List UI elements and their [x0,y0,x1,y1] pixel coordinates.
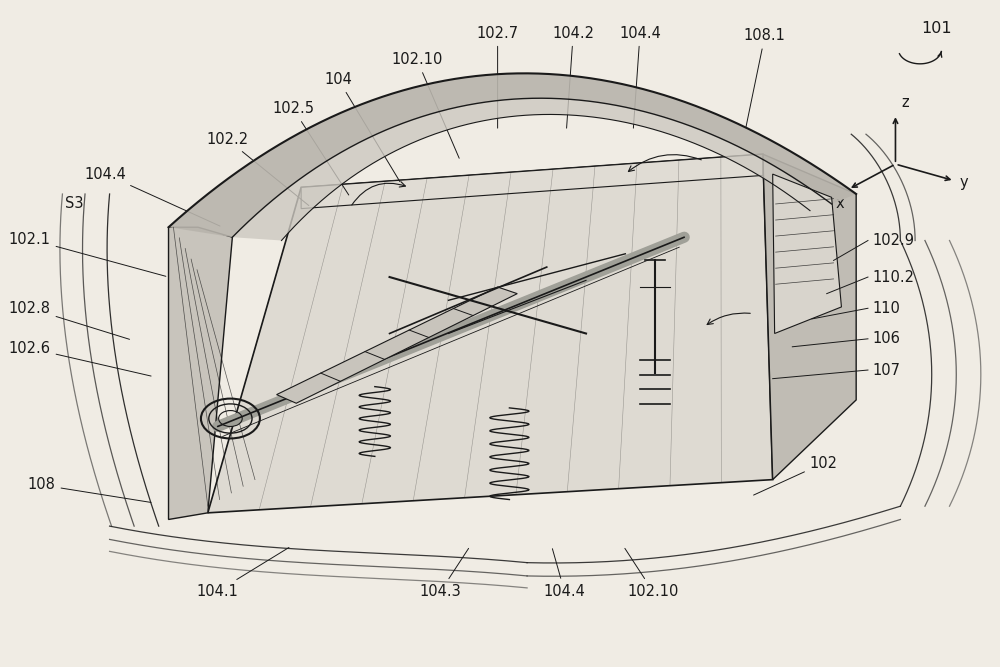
Text: 102.10: 102.10 [391,52,459,158]
Text: S3: S3 [65,197,83,211]
Text: 104: 104 [325,72,400,181]
Polygon shape [232,98,832,241]
Text: x: x [836,196,844,211]
Text: 108.1: 108.1 [744,29,786,128]
Text: 110.2: 110.2 [873,269,915,285]
Text: 102.6: 102.6 [9,341,151,376]
Text: 102.10: 102.10 [625,548,679,599]
Text: 102.2: 102.2 [206,132,309,205]
Text: 107: 107 [873,363,901,378]
Text: 104.3: 104.3 [420,548,469,599]
Polygon shape [277,287,517,404]
Text: 104.4: 104.4 [619,26,661,128]
Polygon shape [169,73,856,237]
Text: 104.2: 104.2 [552,26,594,128]
Text: 108: 108 [28,478,151,502]
Text: 102.1: 102.1 [9,231,166,276]
Polygon shape [169,227,232,520]
Text: z: z [901,95,909,109]
Polygon shape [763,154,856,480]
Text: 102.7: 102.7 [477,26,519,128]
Text: 102.8: 102.8 [9,301,130,340]
Text: 104.4: 104.4 [543,549,585,599]
Text: 106: 106 [873,331,901,346]
Text: 102.5: 102.5 [272,101,349,195]
Polygon shape [208,154,773,513]
Text: 102.9: 102.9 [873,233,915,248]
Text: y: y [959,175,968,190]
Text: 102: 102 [754,456,838,495]
Text: 110: 110 [873,301,901,315]
Text: 101: 101 [921,21,951,36]
Polygon shape [773,174,841,334]
Polygon shape [301,154,763,209]
Text: 104.1: 104.1 [197,548,289,599]
Text: 104.4: 104.4 [84,167,220,226]
